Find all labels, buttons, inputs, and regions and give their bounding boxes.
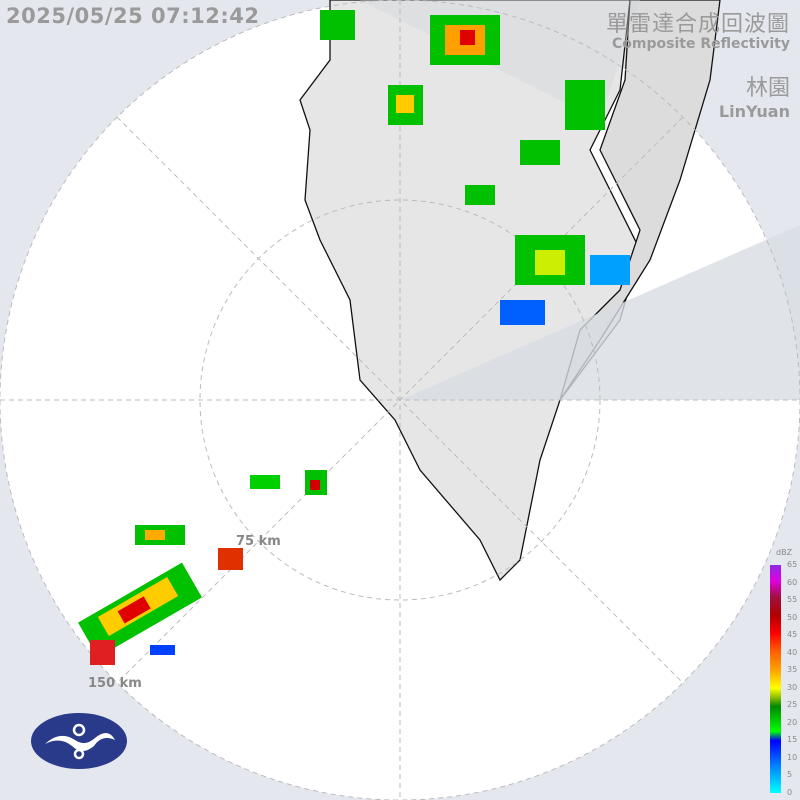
legend-tick: 5 [787,770,793,779]
legend-tick: 50 [787,612,798,622]
legend-colorbar [770,565,781,793]
legend-tick: 60 [787,577,798,587]
legend-tick: 0 [787,787,793,797]
legend-tick: 65 [787,560,798,569]
legend-tick: 35 [787,665,798,674]
legend-tick: 40 [787,647,798,657]
station-en: LinYuan [718,102,790,121]
legend-tick: 45 [787,630,798,639]
title-zh: 單雷達合成回波圖 [605,12,790,37]
legend-tick: 25 [787,700,798,709]
legend-tick: 30 [787,682,798,692]
legend-tick: 15 [787,735,798,744]
legend-tick: 55 [787,595,798,604]
ring-label-75km: 75 km [236,534,281,549]
title-en: Composite Reflectivity [612,36,790,52]
station-zh: 林園 [745,76,790,101]
ring-label-150km: 150 km [88,676,142,691]
legend-unit: dBZ [776,548,793,557]
blocked-sector [400,225,800,400]
legend-tick: 20 [787,717,798,727]
radar-echoes [78,10,630,665]
timestamp: 2025/05/25 07:12:42 [6,4,260,28]
legend-tick: 10 [787,752,798,762]
title-block: 單雷達合成回波圖 Composite Reflectivity 林園 LinYu… [606,6,790,121]
cwa-logo-icon [31,713,127,769]
ring-75km [199,199,601,601]
